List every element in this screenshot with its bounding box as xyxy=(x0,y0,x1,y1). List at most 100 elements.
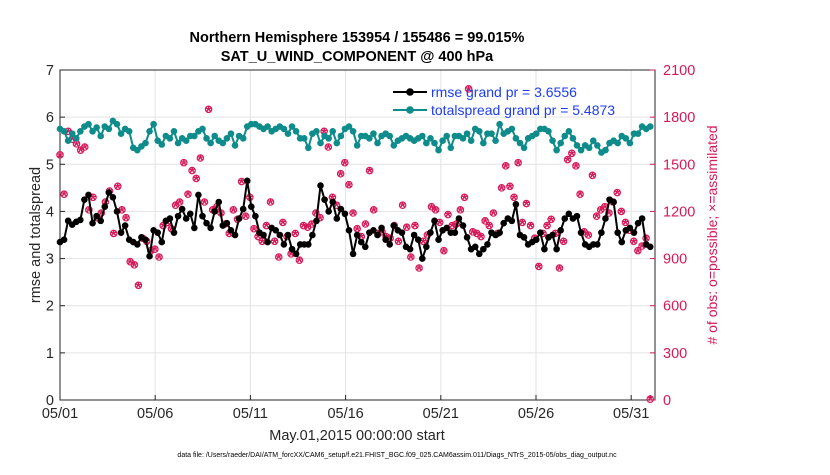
rmse-point xyxy=(203,219,210,227)
obs-assimilated-point: * xyxy=(305,222,312,239)
obs-assimilated-point: * xyxy=(548,214,555,231)
obs-assimilated-point: * xyxy=(482,215,489,232)
obs-possible-point xyxy=(109,229,118,238)
obs-assimilated-point: * xyxy=(251,223,258,240)
rmse-point xyxy=(93,212,100,220)
obs-assimilated-point: * xyxy=(399,200,406,217)
totalspread-point xyxy=(345,123,353,130)
y2-tick-label: 300 xyxy=(663,346,687,362)
chart-title-line-2: SAT_U_WIND_COMPONENT @ 400 hPa xyxy=(221,49,494,65)
obs-assimilated-point: * xyxy=(622,217,629,234)
x-tick-label: 05/11 xyxy=(233,406,268,422)
obs-possible-point xyxy=(113,182,122,191)
y2-tick-label: 1200 xyxy=(663,204,695,220)
rmse-point xyxy=(333,215,341,222)
obs-assimilated-point: * xyxy=(78,145,85,162)
rmse-point xyxy=(378,224,385,232)
obs-assimilated-point: * xyxy=(461,192,468,209)
rmse-point xyxy=(541,245,548,253)
obs-assimilated-point: * xyxy=(408,252,415,269)
obs-assimilated-point: * xyxy=(280,217,287,234)
totalspread-point xyxy=(239,135,247,142)
rmse-point xyxy=(276,231,284,239)
rmse-point xyxy=(471,243,479,251)
obs-possible-point xyxy=(584,231,593,239)
obs-assimilated-point: * xyxy=(300,220,307,237)
y2-tick-label: 2100 xyxy=(663,63,695,79)
obs-possible-point xyxy=(200,198,209,206)
obs-assimilated-point: * xyxy=(639,241,646,258)
obs-assimilated-point: * xyxy=(362,219,369,236)
totalspread-point xyxy=(280,125,288,133)
totalspread-point xyxy=(569,135,577,142)
obs-possible-point xyxy=(460,193,469,202)
totalspread-point xyxy=(125,127,133,135)
obs-possible-point xyxy=(175,198,184,206)
rmse-point xyxy=(357,238,365,246)
obs-assimilated-point: * xyxy=(560,236,567,253)
obs-possible-point xyxy=(369,206,378,214)
totalspread-point xyxy=(549,137,556,145)
rmse-point xyxy=(97,217,105,225)
rmse-point xyxy=(264,238,271,246)
obs-assimilated-point: * xyxy=(205,104,212,121)
obs-assimilated-point: * xyxy=(272,236,279,253)
obs-possible-point xyxy=(411,221,419,230)
totalspread-point xyxy=(105,125,113,133)
totalspread-point xyxy=(142,139,149,147)
rmse-point xyxy=(598,229,605,236)
totalspread-point xyxy=(64,137,72,145)
obs-possible-point xyxy=(204,105,213,114)
obs-assimilated-point: * xyxy=(65,126,72,143)
totalspread-point xyxy=(443,132,451,140)
rmse-point xyxy=(386,241,394,248)
rmse-point xyxy=(182,215,190,222)
obs-assimilated-point: * xyxy=(511,192,518,209)
rmse-point xyxy=(101,203,109,211)
rmse-point xyxy=(117,229,125,236)
obs-assimilated-point: * xyxy=(527,220,534,237)
obs-assimilated-point: * xyxy=(284,231,291,248)
rmse-point xyxy=(134,241,141,248)
obs-assimilated-point: * xyxy=(263,220,270,237)
rmse-point xyxy=(423,243,430,251)
rmse-point xyxy=(459,222,467,229)
totalspread-point xyxy=(199,125,206,133)
obs-assimilated-point: * xyxy=(119,204,126,221)
obs-possible-point xyxy=(501,162,510,170)
plot-area-frame xyxy=(59,69,656,401)
rmse-point xyxy=(292,250,300,258)
obs-possible-point xyxy=(270,237,279,246)
obs-assimilated-point: * xyxy=(111,228,118,245)
rmse-point xyxy=(646,243,654,251)
obs-assimilated-point: * xyxy=(86,204,93,221)
legend-spread-marker xyxy=(406,106,414,114)
y-tick-label: 4 xyxy=(46,204,54,220)
obs-possible-point xyxy=(299,221,308,230)
y-tick-label: 2 xyxy=(46,299,54,315)
obs-possible-point xyxy=(514,158,522,167)
totalspread-point xyxy=(170,127,178,135)
y2-tick-label: 600 xyxy=(663,299,687,315)
y-tick-label: 6 xyxy=(46,110,54,126)
obs-possible-point xyxy=(361,220,370,228)
rmse-point xyxy=(626,224,634,232)
totalspread-point xyxy=(337,132,345,140)
rmse-point xyxy=(532,236,540,244)
rmse-point xyxy=(451,229,459,236)
obs-assimilated-point: * xyxy=(428,201,435,218)
totalspread-point xyxy=(459,135,467,142)
rmse-point xyxy=(313,217,320,225)
rmse-point xyxy=(549,231,556,239)
obs-possible-point xyxy=(489,209,498,217)
totalspread-point xyxy=(423,139,430,147)
totalspread-point xyxy=(68,130,76,137)
obs-assimilated-point: * xyxy=(333,200,340,217)
totalspread-point xyxy=(158,141,166,148)
totalspread-point xyxy=(223,135,231,142)
totalspread-point xyxy=(284,130,292,137)
rmse-point xyxy=(81,196,88,203)
obs-possible-point xyxy=(477,232,485,241)
data-file-footnote: data file: /Users/raeder/DAI/ATM_forcXX/… xyxy=(177,452,617,459)
obs-assimilated-point: * xyxy=(226,228,233,245)
